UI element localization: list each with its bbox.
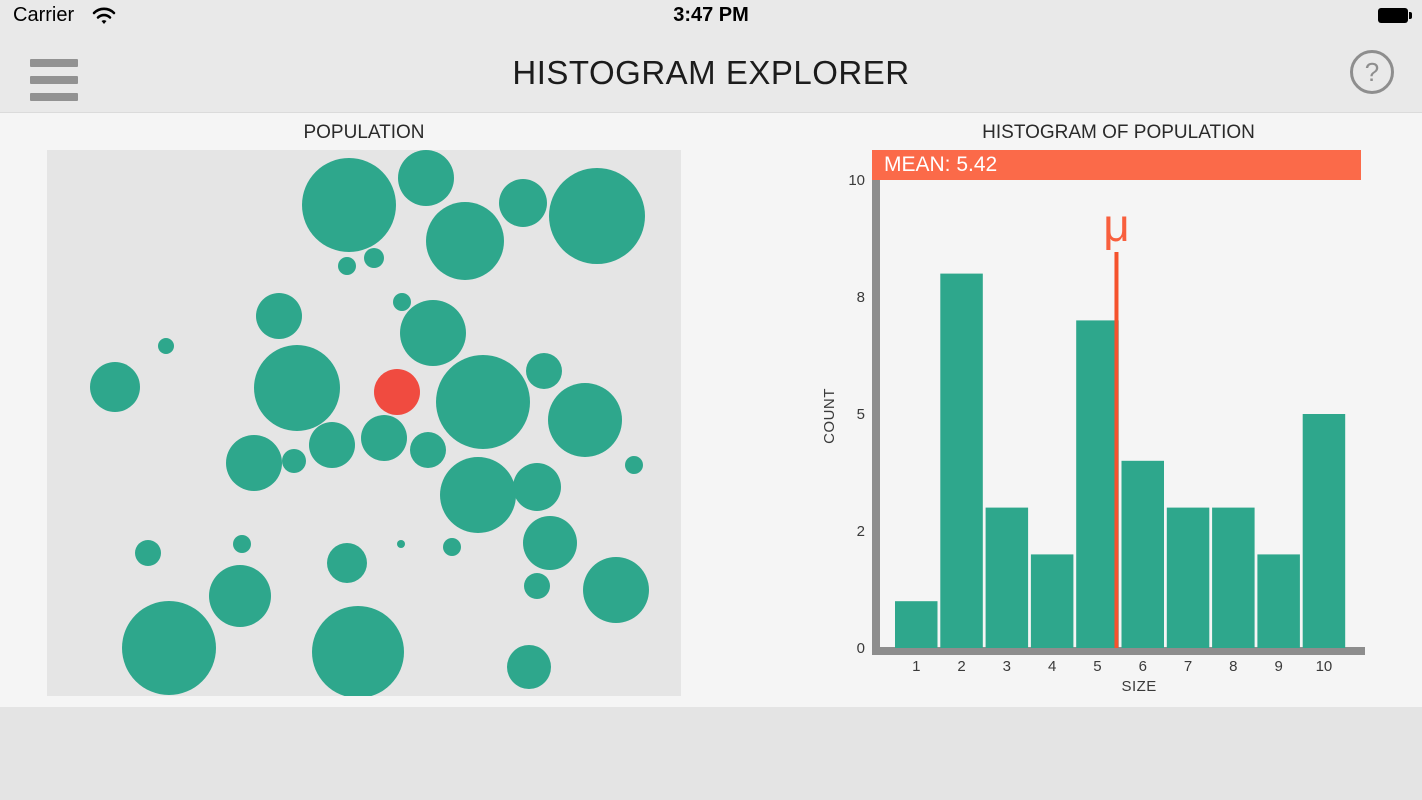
population-circle[interactable] [256,293,302,339]
population-canvas[interactable] [47,150,681,696]
population-circle[interactable] [233,535,251,553]
population-circle[interactable] [583,557,649,623]
status-bar: Carrier 3:47 PM [0,0,1422,32]
battery-full-icon [1378,8,1412,23]
wifi-icon [92,6,116,30]
histogram-bar-10 [1302,414,1346,648]
population-circle[interactable] [400,300,466,366]
histogram-bar-2 [940,273,983,648]
histogram-bar-3 [985,507,1029,648]
y-axis [872,180,880,655]
x-tick-label: 10 [1316,658,1333,675]
population-circle[interactable] [309,422,355,468]
x-tick-label: 4 [1048,658,1056,675]
population-circle[interactable] [327,543,367,583]
x-tick-label: 2 [957,658,965,675]
footer-bar [0,707,1422,800]
population-circle[interactable] [499,179,547,227]
histogram-title: HISTOGRAM OF POPULATION [982,122,1255,143]
histogram-bar-7 [1166,507,1210,648]
population-circle[interactable] [443,538,461,556]
x-tick-label: 1 [912,658,920,675]
x-tick-label: 7 [1184,658,1192,675]
y-tick-label: 2 [857,523,865,540]
population-circle[interactable] [397,540,405,548]
y-axis-label: COUNT [821,388,838,444]
y-tick-label: 8 [857,289,865,306]
population-circle[interactable] [361,415,407,461]
population-circle[interactable] [135,540,161,566]
x-tick-label: 8 [1229,658,1237,675]
population-circle[interactable] [440,457,516,533]
population-circle[interactable] [312,606,404,696]
nav-bar: HISTOGRAM EXPLORER ? [0,32,1422,113]
population-circle[interactable] [226,435,282,491]
population-circle[interactable] [426,202,504,280]
carrier-label: Carrier [13,4,75,26]
x-axis-label: SIZE [1121,678,1156,695]
x-tick-label: 9 [1274,658,1282,675]
population-circle[interactable] [398,150,454,206]
population-circle[interactable] [436,355,530,449]
histogram-bar-5 [1076,320,1119,648]
population-circle[interactable] [524,573,550,599]
population-circle[interactable] [410,432,446,468]
clock: 3:47 PM [673,4,749,26]
population-circle[interactable] [526,353,562,389]
y-tick-label: 0 [857,640,865,657]
page-title: HISTOGRAM EXPLORER [512,54,910,91]
histogram-bar-8 [1212,507,1255,648]
population-circle[interactable] [513,463,561,511]
population-circle[interactable] [282,449,306,473]
population-circle[interactable] [122,601,216,695]
histogram-bar-9 [1257,554,1300,648]
hamburger-menu-icon[interactable] [30,59,78,101]
population-circle[interactable] [393,293,411,311]
population-title: POPULATION [303,122,425,143]
population-circle[interactable] [338,257,356,275]
population-circle[interactable] [507,645,551,689]
population-circle[interactable] [625,456,643,474]
help-button[interactable]: ? [1350,50,1394,94]
histogram-bar-4 [1030,554,1074,648]
mean-banner: MEAN: 5.42 [872,150,1361,180]
population-circle[interactable] [302,158,396,252]
x-axis [872,647,1365,655]
population-panel [47,150,681,696]
x-tick-label: 6 [1139,658,1147,675]
x-tick-label: 3 [1003,658,1011,675]
x-tick-label: 5 [1093,658,1101,675]
population-circle[interactable] [90,362,140,412]
y-tick-label: 5 [857,406,865,423]
mu-symbol: μ [1103,199,1130,251]
population-circle[interactable] [158,338,174,354]
population-circle[interactable] [523,516,577,570]
population-circle[interactable] [549,168,645,264]
population-circle[interactable] [209,565,271,627]
population-circle[interactable] [364,248,384,268]
population-circle[interactable] [254,345,340,431]
histogram-bar-6 [1121,460,1164,648]
y-tick-label: 10 [848,172,865,189]
highlighted-population-circle[interactable] [374,369,420,415]
histogram-bar-1 [895,601,938,648]
population-circle[interactable] [548,383,622,457]
